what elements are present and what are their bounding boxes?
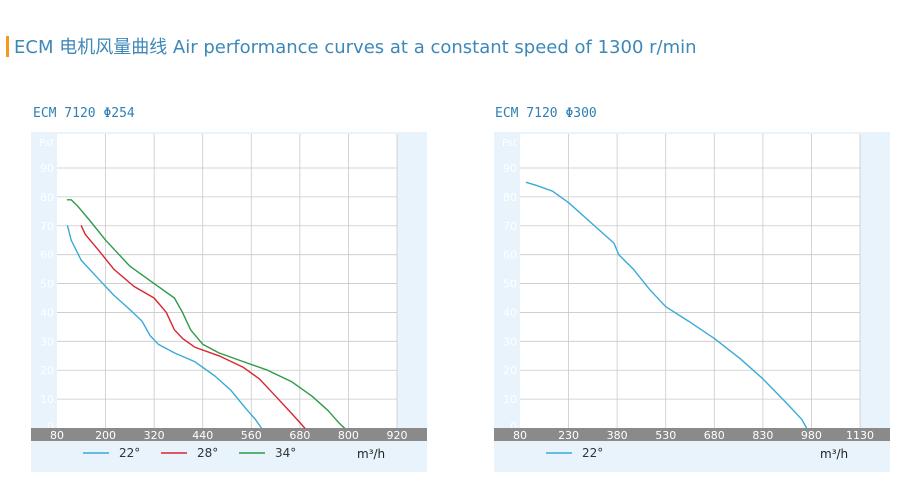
legend-label: 22° (582, 446, 603, 460)
chart-left: 10 20 30 40 50 60 70 80 90 0 Pst 80 200 320 440 560 680 8… (31, 132, 427, 472)
x-tick-label: 830 (752, 429, 773, 442)
y-tick-label: 30 (40, 335, 54, 348)
page-title: ECM 电机风量曲线 Air performance curves at a c… (14, 37, 697, 58)
x-tick-label: 530 (655, 429, 676, 442)
y-tick-label: 90 (40, 162, 54, 175)
y-tick-label: 60 (40, 249, 54, 262)
x-tick-label: 80 (50, 429, 64, 442)
header-accent-bar (6, 35, 9, 57)
y-tick-label: 40 (503, 306, 517, 319)
chart-title-left: ECM 7120 Φ254 (33, 106, 135, 121)
y-tick-label: 90 (503, 162, 517, 175)
legend-label: 34° (275, 446, 296, 460)
y-tick-label: 70 (503, 220, 517, 233)
plot-area (57, 134, 397, 428)
y-tick-label: 80 (503, 191, 517, 204)
x-tick-label: 80 (513, 429, 527, 442)
x-tick-label: 380 (607, 429, 628, 442)
x-tick-label: 680 (704, 429, 725, 442)
y-tick-label: 10 (503, 393, 517, 406)
x-axis-band (494, 428, 890, 441)
series-line-28deg (80, 225, 306, 429)
y-axis-label: Pst (39, 138, 54, 149)
chart-svg: 10 20 30 40 50 60 70 80 90 0 Pst 80 230 380 530 680 830 9… (494, 132, 890, 472)
series-line-22deg (525, 181, 808, 429)
series-line-34deg (66, 199, 346, 429)
y-tick-label: 0 (47, 420, 54, 433)
chart-svg: 10 20 30 40 50 60 70 80 90 0 Pst 80 200 320 440 560 680 8… (31, 132, 427, 472)
x-tick-label: 560 (241, 429, 262, 442)
x-tick-label: 200 (95, 429, 116, 442)
y-tick-label: 20 (503, 364, 517, 377)
y-tick-label: 50 (40, 278, 54, 291)
x-tick-label: 1130 (846, 429, 874, 442)
y-axis-label: Pst (502, 138, 517, 149)
x-axis-unit-label: m³/h (820, 447, 848, 461)
chart-right: 10 20 30 40 50 60 70 80 90 0 Pst 80 230 380 530 680 830 9… (494, 132, 890, 472)
x-tick-label: 440 (192, 429, 213, 442)
y-tick-label: 20 (40, 364, 54, 377)
y-tick-label: 50 (503, 278, 517, 291)
x-tick-label: 680 (289, 429, 310, 442)
y-tick-label: 60 (503, 249, 517, 262)
page-header: ECM 电机风量曲线 Air performance curves at a c… (6, 33, 697, 59)
x-tick-label: 980 (801, 429, 822, 442)
x-tick-label: 320 (144, 429, 165, 442)
x-axis-unit-label: m³/h (357, 447, 385, 461)
x-tick-label: 230 (558, 429, 579, 442)
y-tick-label: 30 (503, 335, 517, 348)
y-tick-label: 40 (40, 306, 54, 319)
y-tick-label: 70 (40, 220, 54, 233)
y-tick-label: 80 (40, 191, 54, 204)
x-axis-band (31, 428, 427, 441)
y-tick-label: 0 (510, 420, 517, 433)
legend-label: 28° (197, 446, 218, 460)
y-tick-label: 10 (40, 393, 54, 406)
x-tick-label: 920 (387, 429, 408, 442)
x-tick-label: 800 (338, 429, 359, 442)
plot-area (520, 134, 860, 428)
legend-label: 22° (119, 446, 140, 460)
chart-title-right: ECM 7120 Φ300 (495, 106, 597, 121)
series-line-22deg (66, 225, 263, 429)
